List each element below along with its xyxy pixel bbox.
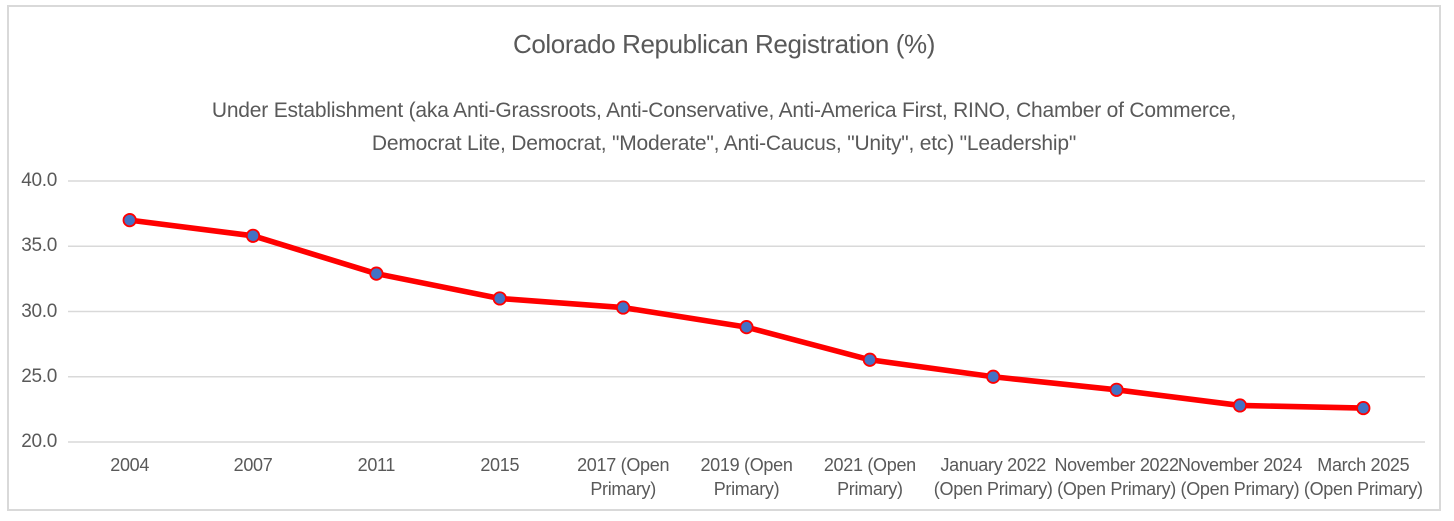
chart-frame: Colorado Republican Registration (%) Und…	[7, 5, 1441, 511]
x-tick-label: 2019 (Open Primary)	[672, 453, 822, 501]
x-tick-label-line: (Open Primary)	[933, 479, 1053, 499]
x-tick-label: November 2024 (Open Primary)	[1165, 453, 1315, 501]
x-tick-label-line: November 2022	[1054, 455, 1179, 475]
x-tick-label: January 2022 (Open Primary)	[918, 453, 1068, 501]
x-tick-label-line: (Open Primary)	[1180, 479, 1300, 499]
y-tick-label: 40.0	[21, 170, 57, 191]
x-tick-label-line: 2007	[233, 455, 273, 475]
data-point-marker	[986, 369, 1001, 384]
x-tick-label-line: 2021 (Open	[823, 455, 916, 475]
data-point-marker	[1232, 398, 1248, 413]
data-point-marker	[862, 352, 877, 367]
y-tick-label: 25.0	[21, 365, 57, 387]
y-tick-label: 35.0	[21, 235, 57, 257]
chart-subtitle: Under Establishment (aka Anti-Grassroots…	[9, 94, 1439, 160]
x-tick-label: 2015	[425, 453, 575, 477]
x-tick-label-line: 2011	[357, 455, 396, 475]
chart-subtitle-line-2: Democrat Lite, Democrat, "Moderate", Ant…	[371, 132, 1077, 155]
y-tick-label: 20.0	[21, 431, 57, 452]
x-tick-label-line: 2015	[480, 455, 520, 475]
chart-title: Colorado Republican Registration (%)	[512, 29, 936, 59]
data-point-marker	[739, 320, 754, 335]
data-point-marker	[616, 300, 631, 315]
data-point-marker	[492, 291, 507, 306]
series-line	[126, 217, 1367, 411]
x-tick-label-line: November 2024	[1177, 455, 1303, 475]
data-point-marker	[369, 266, 384, 281]
x-tick-label-line: (Open Primary)	[1303, 479, 1423, 499]
data-point-marker	[245, 228, 261, 243]
data-point-marker	[1109, 382, 1124, 397]
x-tick-label: 2011	[301, 453, 451, 477]
x-tick-label-line: Primary)	[590, 479, 656, 499]
x-tick-label-line: Primary)	[837, 479, 903, 499]
x-tick-label-line: Primary)	[713, 479, 780, 499]
x-tick-label: 2021 (Open Primary)	[795, 453, 945, 501]
x-tick-label-line: 2017 (Open	[577, 455, 670, 475]
x-tick-label: 2004	[55, 453, 205, 477]
y-tick-label: 30.0	[21, 300, 57, 322]
x-tick-label-line: March 2025	[1317, 455, 1410, 475]
x-tick-label-line: January 2022	[940, 455, 1046, 475]
x-tick-label: 2017 (Open Primary)	[548, 453, 698, 501]
data-point-marker	[1356, 400, 1371, 416]
chart-subtitle-line-1: Under Establishment (aka Anti-Grassroots…	[211, 99, 1237, 122]
x-tick-label: 2007	[178, 453, 328, 477]
x-tick-label-line: (Open Primary)	[1057, 479, 1176, 499]
data-point-marker	[122, 213, 137, 228]
x-tick-label: March 2025 (Open Primary)	[1288, 453, 1438, 501]
x-tick-label-line: 2019 (Open	[700, 455, 793, 475]
x-tick-label: November 2022 (Open Primary)	[1042, 453, 1192, 501]
x-tick-label-line: 2004	[110, 455, 150, 475]
